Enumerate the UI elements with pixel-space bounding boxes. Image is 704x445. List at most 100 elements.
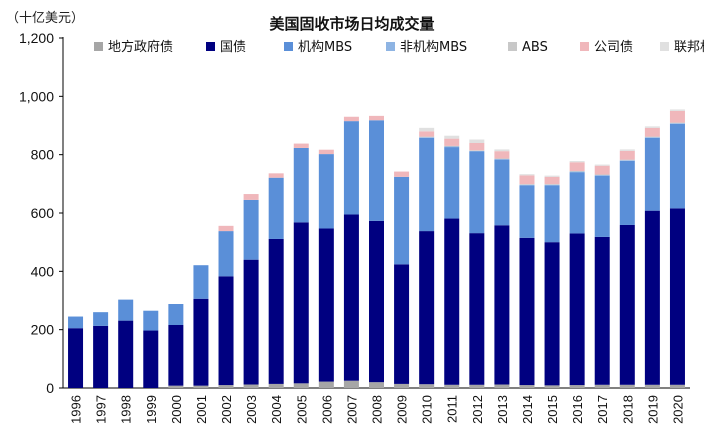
y-unit-label: （十亿美元） [6,11,85,26]
bar-segment-2016 [569,385,585,388]
bar-segment-2018 [619,160,635,225]
bar-segment-2006 [318,149,334,155]
bar-segment-2015 [544,385,560,388]
bar-segment-2004 [268,173,284,178]
bar-segment-2015 [544,184,560,185]
bar-segment-2014 [519,174,535,176]
bar-segment-2013 [494,159,510,160]
bar-segment-2010 [419,131,435,137]
chart-title: 美国固收市场日均成交量 [269,15,435,33]
x-tick-label: 2011 [445,395,460,423]
legend-swatch [284,42,293,51]
bar-segment-2002 [218,231,234,277]
bar-segment-2003 [243,199,259,260]
bar-segment-2004 [268,177,284,239]
bar-segment-2017 [594,165,610,175]
bar-segment-2007 [343,214,359,381]
bar-segment-2011 [444,146,460,148]
bar-segment-2018 [619,160,635,161]
bar-segment-2012 [469,139,485,143]
y-tick-label: 200 [31,322,55,338]
bar-segment-2007 [343,116,359,122]
bar-segment-2014 [519,237,535,386]
bar-segment-2017 [594,175,610,176]
bar-segment-2012 [469,143,485,151]
legend-label: 公司债 [594,40,633,55]
legend-swatch [580,42,589,51]
x-tick-label: 2009 [395,395,410,424]
x-tick-label: 2004 [269,395,284,424]
bar-segment-2008 [369,115,384,121]
bar-segment-2013 [494,151,510,159]
bar-segment-2011 [444,147,460,219]
bar-segment-1998 [118,299,134,321]
x-tick-label: 2008 [370,395,385,424]
bar-segment-2013 [494,384,510,388]
bar-segment-2010 [419,137,435,138]
bar-segment-2013 [494,159,510,226]
x-tick-label: 1997 [94,395,109,424]
bar-segment-2016 [569,161,585,163]
bar-segment-2017 [594,236,610,385]
x-tick-label: 2016 [570,395,585,424]
bar-segment-2011 [444,145,460,147]
bar-segment-2019 [644,127,660,137]
bar-segment-2006 [318,154,334,229]
bar-segment-2001 [193,265,209,299]
bar-segment-2010 [419,384,435,388]
bar-segment-2010 [419,231,435,385]
bar-segment-2016 [569,162,585,171]
bar-segment-2009 [394,264,410,384]
bar-segment-2005 [293,222,309,384]
x-tick-label: 2013 [495,395,510,424]
bar-segment-2020 [669,123,685,124]
bar-segment-2001 [193,385,209,388]
bar-segment-2008 [369,120,384,221]
bar-segment-2017 [594,175,610,237]
bar-segment-2000 [168,385,184,388]
bar-segment-2005 [293,143,309,148]
x-tick-label: 2006 [319,395,334,424]
bar-segment-2019 [644,137,660,138]
x-tick-label: 2020 [670,395,685,424]
bar-segment-2006 [318,228,334,382]
legend-swatch [206,42,215,51]
bar-segment-2020 [669,109,685,111]
bar-segment-2014 [519,175,535,185]
bar-segment-2019 [644,137,660,211]
bar-segment-2009 [394,383,410,388]
x-tick-label: 1998 [119,395,134,424]
bar-segment-2002 [218,225,234,232]
bar-segment-2008 [369,220,384,383]
bar-segment-2017 [594,384,610,388]
bar-segment-2007 [343,380,359,388]
x-tick-label: 2012 [470,395,485,424]
legend-label: 机构MBS [298,40,352,55]
x-tick-label: 1996 [69,395,84,424]
bar-segment-1996 [68,316,84,329]
bar-segment-2019 [644,210,660,385]
y-tick-label: 800 [31,147,55,163]
bar-segment-1999 [143,310,159,331]
bar-segment-2016 [569,171,585,172]
legend-swatch [508,42,517,51]
bar-segment-2003 [243,194,259,200]
bar-segment-2014 [519,184,535,185]
bar-segment-2020 [669,208,685,385]
bar-segment-2000 [168,325,184,386]
bar-segment-2016 [569,171,585,173]
x-tick-label: 2010 [420,395,435,424]
bar-segment-2018 [619,224,635,385]
bar-segment-2011 [444,384,460,388]
bar-segment-2017 [594,164,610,166]
bar-segment-2012 [469,150,485,151]
legend-label: ABS [522,40,548,55]
bar-segment-2018 [619,149,635,151]
bar-segment-2009 [394,171,410,177]
bar-segment-2002 [218,385,234,388]
bar-segment-2007 [343,121,359,215]
legend-swatch [660,42,669,51]
x-tick-label: 1999 [144,395,159,424]
legend-label: 地方政府债 [108,39,173,55]
x-tick-label: 2005 [294,395,309,424]
